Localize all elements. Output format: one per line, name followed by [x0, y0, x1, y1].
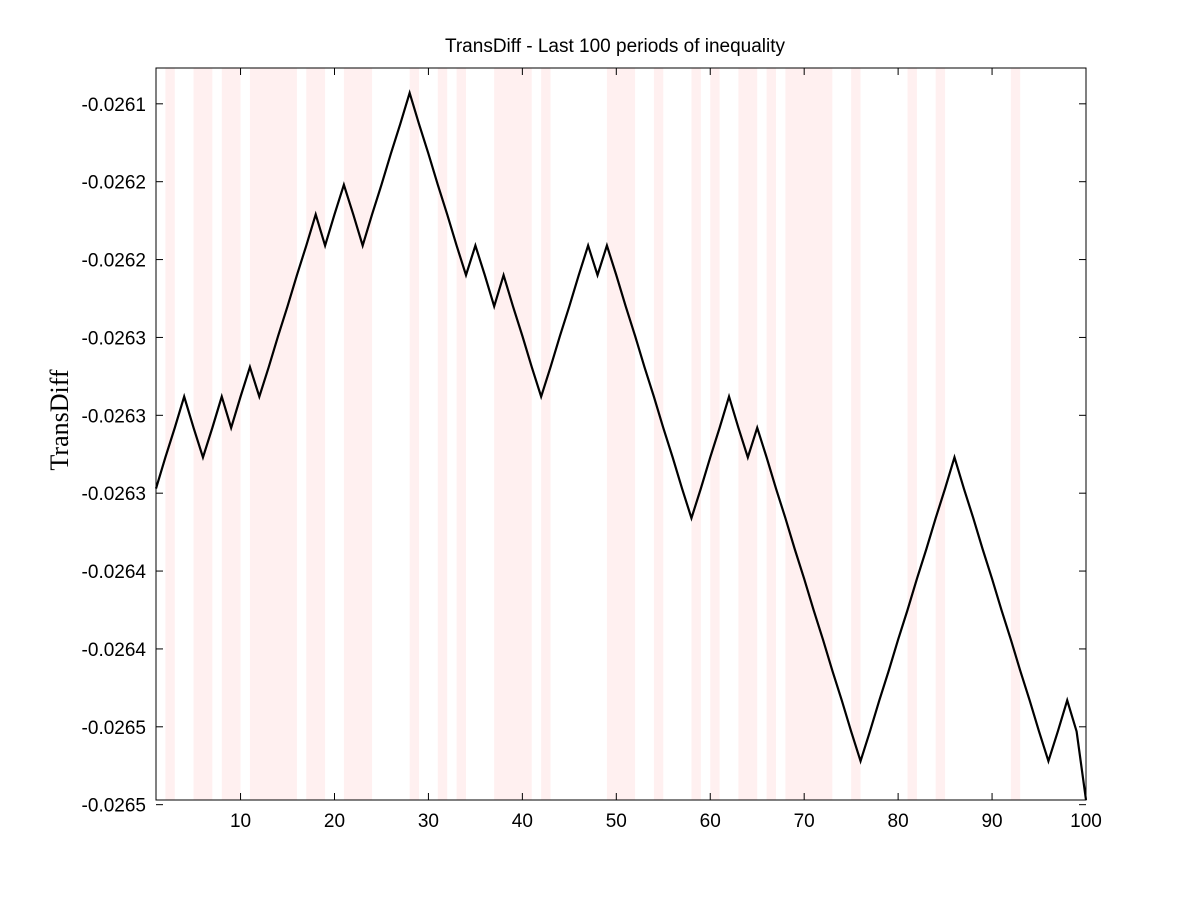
x-tick-label: 40 — [512, 811, 533, 832]
shaded-region-17 — [766, 68, 776, 800]
x-tick-label: 10 — [230, 811, 251, 832]
x-axis: 10 20 30 40 50 60 70 80 90 100 — [230, 68, 1102, 832]
shaded-region-1 — [165, 68, 175, 800]
plot-area-frame — [155, 67, 1087, 801]
y-axis-label: TransDiff — [45, 369, 74, 470]
shaded-region-4 — [249, 68, 297, 800]
shaded-region-20 — [907, 68, 917, 800]
shaded-region-12 — [606, 68, 636, 800]
shaded-region-21 — [935, 68, 946, 800]
y-tick-label: -0.0264 — [82, 640, 147, 661]
shaded-region-16 — [738, 68, 758, 800]
shaded-region-5 — [306, 68, 326, 800]
y-tick-label: -0.0263 — [82, 328, 146, 349]
shaded-regions — [165, 68, 1021, 800]
x-tick-label: 30 — [418, 811, 439, 832]
shaded-region-22 — [1010, 68, 1021, 800]
shaded-region-11 — [541, 68, 551, 800]
y-tick-label: -0.0262 — [82, 173, 146, 194]
y-tick-label: -0.0261 — [82, 95, 146, 116]
x-tick-label: 100 — [1070, 811, 1102, 832]
shaded-region-9 — [456, 68, 466, 800]
x-tick-label: 20 — [324, 811, 345, 832]
series-line-transdiff — [154, 89, 1088, 801]
shaded-region-18 — [785, 68, 833, 800]
series-layer — [154, 89, 1088, 801]
x-tick-label: 50 — [606, 811, 627, 832]
shaded-region-13 — [653, 68, 664, 800]
chart-title: TransDiff - Last 100 periods of inequali… — [445, 36, 786, 57]
x-tick-label: 80 — [888, 811, 909, 832]
x-tick-label: 70 — [794, 811, 815, 832]
y-tick-label: -0.0263 — [82, 484, 146, 505]
shaded-region-3 — [221, 68, 241, 800]
y-tick-label: -0.0263 — [82, 406, 146, 427]
shaded-region-7 — [409, 68, 420, 800]
shaded-region-10 — [494, 68, 532, 800]
y-tick-label: -0.0264 — [82, 562, 147, 583]
shaded-region-8 — [437, 68, 448, 800]
shaded-region-14 — [691, 68, 701, 800]
shaded-region-2 — [193, 68, 213, 800]
shaded-region-19 — [851, 68, 861, 800]
x-tick-label: 60 — [700, 811, 721, 832]
shaded-region-6 — [343, 68, 373, 800]
y-tick-label: -0.0265 — [82, 718, 146, 739]
shaded-region-15 — [710, 68, 720, 800]
y-axis: -0.0261 -0.0262 -0.0262 -0.0263 -0.0263 -0.02… — [82, 95, 1086, 817]
y-tick-label: -0.0265 — [82, 796, 146, 817]
y-tick-label: -0.0262 — [82, 251, 146, 272]
x-tick-label: 90 — [981, 811, 1002, 832]
